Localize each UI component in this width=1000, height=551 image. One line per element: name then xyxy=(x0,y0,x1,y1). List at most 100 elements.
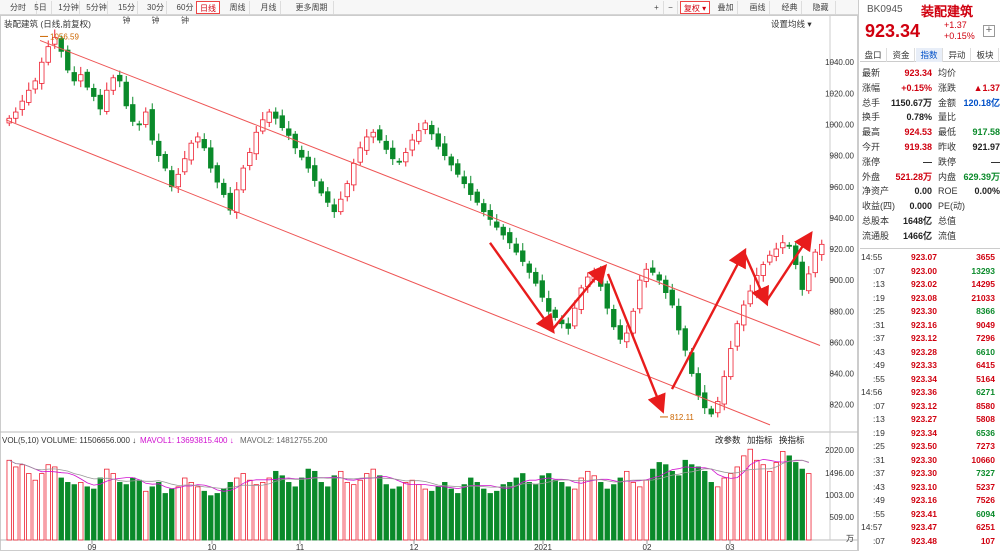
volume-bar xyxy=(260,482,266,541)
candle-body xyxy=(708,408,714,415)
tick-row: :31 923.16 9049 xyxy=(861,319,999,333)
tick-cell: 7273 xyxy=(976,441,995,451)
candle-body xyxy=(39,61,45,84)
candle-body xyxy=(351,163,357,186)
candle-body xyxy=(273,111,279,119)
set-ma-button[interactable]: 设置均线 ▾ xyxy=(771,19,812,29)
period-tab[interactable]: 15分钟 xyxy=(116,1,138,25)
toolbar-button[interactable]: − xyxy=(664,1,678,14)
candle-body xyxy=(676,305,682,331)
candle-body xyxy=(786,244,792,247)
volume-bar xyxy=(39,473,45,541)
volume-bar xyxy=(786,455,792,541)
tick-cell: 5237 xyxy=(976,481,995,492)
period-tab[interactable]: 5日 xyxy=(30,1,52,14)
trend-arrow xyxy=(670,247,747,390)
volume-bar xyxy=(240,473,246,541)
candle-body xyxy=(539,280,545,298)
period-tab[interactable]: 周线 xyxy=(226,1,250,14)
volume-bar xyxy=(383,484,389,541)
volume-bar xyxy=(357,479,363,541)
period-tab[interactable]: 分时 xyxy=(0,1,37,14)
tick-cell: 923.33 xyxy=(911,360,937,370)
quote-row: 外盘 521.28万 内盘 629.39万 xyxy=(862,170,1000,185)
tick-row: :49 923.16 7526 xyxy=(861,494,999,508)
volume-bar xyxy=(6,459,12,541)
trend-arrow xyxy=(606,273,666,414)
volume-bar xyxy=(533,484,539,541)
period-tab[interactable]: 日线 xyxy=(196,1,220,14)
chart-info: 装配建筑 (日线,前复权) xyxy=(4,18,91,30)
period-tab[interactable]: 5分钟 xyxy=(86,1,108,14)
volume-bar xyxy=(559,482,565,541)
toolbar-button[interactable]: 画线 xyxy=(746,1,770,14)
toolbar-button[interactable]: 隐藏 xyxy=(806,1,836,14)
tick-cell: 923.34 xyxy=(911,427,937,438)
quote-tab[interactable]: 资金 xyxy=(888,48,915,62)
quote-cell: 量比 xyxy=(938,112,957,123)
vol-panel-button[interactable]: 加指标 xyxy=(747,435,773,445)
period-tab[interactable]: 1分钟 xyxy=(58,1,80,14)
y-tick-label: 860.00 xyxy=(830,338,855,347)
volume-bar xyxy=(377,475,383,541)
quote-tab[interactable]: 盘口 xyxy=(860,48,887,62)
add-watch-button[interactable]: + xyxy=(983,25,995,37)
candle-body xyxy=(448,156,454,166)
period-tab[interactable]: 月线 xyxy=(257,1,281,14)
candle-body xyxy=(71,72,77,82)
volume-bar xyxy=(416,484,422,541)
quote-cell: 总股本 xyxy=(862,216,890,226)
candle-body xyxy=(533,271,539,284)
period-tab[interactable]: 30分钟 xyxy=(145,1,167,25)
toolbar-button[interactable]: 经典 xyxy=(778,1,802,14)
quote-tab[interactable]: 指数 xyxy=(916,48,943,62)
kline-chart: 1040.00 1020.00 1000.00 980.00 960.00 940.00 9… xyxy=(0,15,858,551)
vol-panel-button[interactable]: 改参数 xyxy=(715,435,741,445)
tick-cell: :37 xyxy=(873,468,885,478)
toolbar-button[interactable]: 复权 ▾ xyxy=(680,1,710,14)
candle-body xyxy=(656,274,662,281)
toolbar-button[interactable]: 叠加 xyxy=(714,1,738,14)
quote-cell: — xyxy=(991,156,1000,167)
tick-row: :25 923.30 8366 xyxy=(861,305,999,319)
tick-cell: :25 xyxy=(873,306,885,316)
tick-row: :07 923.12 8580 xyxy=(861,400,999,414)
toolbar-button[interactable]: + xyxy=(650,1,664,14)
volume-bar xyxy=(286,482,292,541)
volume-bar xyxy=(650,468,656,541)
tick-cell: 7327 xyxy=(976,468,995,478)
y-tick-label: 1000.00 xyxy=(825,120,854,129)
quote-cell: 均价 xyxy=(938,68,957,78)
volume-bar xyxy=(130,477,136,541)
vol-panel-button[interactable]: 换指标 xyxy=(779,435,805,445)
tick-cell: 6271 xyxy=(976,387,995,397)
vol-tick-label: 509.00 xyxy=(830,513,855,522)
volume-bar xyxy=(370,468,376,541)
volume-bar xyxy=(234,477,240,541)
change-block: +1.37 +0.15% xyxy=(944,20,975,42)
volume-bar xyxy=(19,464,25,541)
candle-body xyxy=(201,139,207,149)
quote-tab[interactable]: 异动 xyxy=(944,48,971,62)
x-tick-label: 12 xyxy=(410,543,419,551)
set-ma-label[interactable]: 设置均线 xyxy=(771,19,806,29)
trend-arrow xyxy=(489,242,555,334)
quote-row: 最新 923.34 均价 xyxy=(862,66,999,81)
tick-cell: 923.16 xyxy=(911,495,937,505)
tick-row: :43 923.10 5237 xyxy=(861,481,999,495)
volume-bar xyxy=(422,488,428,541)
volume-bar xyxy=(773,462,779,541)
candle-body xyxy=(279,115,285,129)
candle-body xyxy=(526,263,532,273)
quote-row: 涨幅 +0.15% 涨跌 ▲1.37 xyxy=(862,81,1000,96)
quote-row: 净资产 0.00 ROE 0.00% xyxy=(862,184,1000,199)
quote-tab[interactable]: 板块 xyxy=(972,48,999,62)
volume-bar xyxy=(689,464,695,541)
candle-body xyxy=(208,147,214,169)
candle-body xyxy=(370,131,376,138)
tick-cell: 14:55 xyxy=(861,252,883,262)
period-tab[interactable]: 更多周期 xyxy=(290,1,334,14)
tick-row: :31 923.30 10660 xyxy=(861,454,999,468)
candle-body xyxy=(429,125,435,135)
candle-body xyxy=(461,176,467,185)
